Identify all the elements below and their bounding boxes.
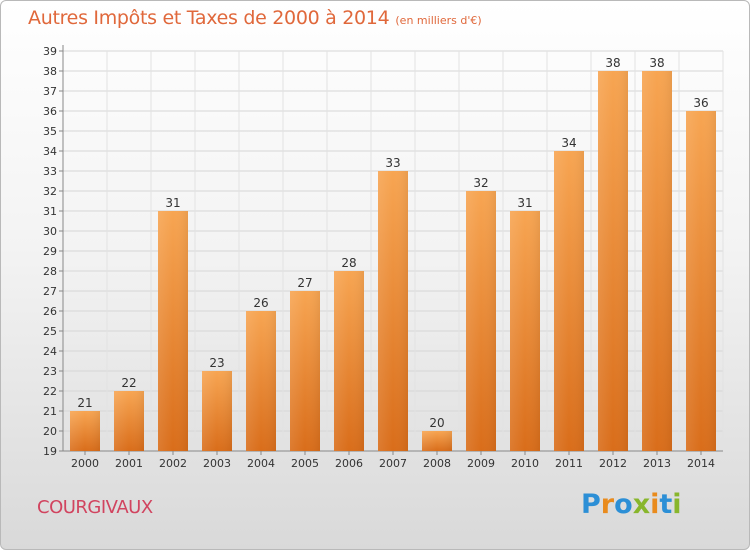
bar-shine	[466, 191, 496, 451]
x-tick-label: 2001	[115, 457, 143, 470]
logo-letter: P	[581, 489, 601, 520]
bar-value-label: 28	[341, 256, 356, 270]
logo-letter: i	[672, 489, 682, 520]
y-tick-label: 26	[43, 305, 57, 318]
y-tick-label: 24	[43, 345, 57, 358]
x-tick-label: 2010	[511, 457, 539, 470]
x-tick-label: 2008	[423, 457, 451, 470]
bar-value-label: 36	[693, 96, 708, 110]
bar-shine	[246, 311, 276, 451]
y-tick-label: 39	[43, 45, 57, 58]
bar-shine	[642, 71, 672, 451]
bar-value-label: 38	[649, 56, 664, 70]
y-tick-label: 19	[43, 445, 57, 458]
bar-value-label: 31	[517, 196, 532, 210]
y-tick-label: 31	[43, 205, 57, 218]
y-tick-label: 22	[43, 385, 57, 398]
logo-letter: x	[632, 489, 651, 520]
x-tick-label: 2011	[555, 457, 583, 470]
x-tick-label: 2003	[203, 457, 231, 470]
y-tick-label: 21	[43, 405, 57, 418]
x-tick-label: 2014	[687, 457, 715, 470]
bar-value-label: 38	[605, 56, 620, 70]
bar-value-label: 33	[385, 156, 400, 170]
bar-shine	[378, 171, 408, 451]
x-tick-label: 2004	[247, 457, 275, 470]
chart-title-text: Autres Impôts et Taxes de 2000 à 2014	[28, 7, 390, 29]
bar-shine	[554, 151, 584, 451]
y-tick-label: 32	[43, 185, 57, 198]
y-tick-label: 34	[43, 145, 57, 158]
x-tick-label: 2013	[643, 457, 671, 470]
x-tick-label: 2009	[467, 457, 495, 470]
y-tick-label: 33	[43, 165, 57, 178]
y-tick-label: 36	[43, 105, 57, 118]
y-tick-label: 25	[43, 325, 57, 338]
x-tick-label: 2000	[71, 457, 99, 470]
y-tick-label: 38	[43, 65, 57, 78]
bar-value-label: 32	[473, 176, 488, 190]
x-tick-label: 2002	[159, 457, 187, 470]
y-tick-label: 20	[43, 425, 57, 438]
chart-subtitle: (en milliers d'€)	[395, 14, 482, 27]
logo-letter: r	[600, 489, 615, 520]
bar-shine	[686, 111, 716, 451]
bar-shine	[202, 371, 232, 451]
y-tick-label: 35	[43, 125, 57, 138]
bar-value-label: 22	[121, 376, 136, 390]
y-tick-label: 30	[43, 225, 57, 238]
bar-value-label: 20	[429, 416, 444, 430]
logo-letter: i	[650, 489, 660, 520]
proxiti-logo[interactable]: Proxiti	[581, 489, 682, 520]
bar-value-label: 31	[165, 196, 180, 210]
bar-shine	[114, 391, 144, 451]
bar-value-label: 34	[561, 136, 576, 150]
y-tick-label: 37	[43, 85, 57, 98]
y-tick-label: 23	[43, 365, 57, 378]
bar-shine	[422, 431, 452, 451]
bar-value-label: 23	[209, 356, 224, 370]
bar-value-label: 21	[77, 396, 92, 410]
x-tick-label: 2012	[599, 457, 627, 470]
y-tick-label: 28	[43, 265, 57, 278]
bar-shine	[598, 71, 628, 451]
bar-shine	[158, 211, 188, 451]
bar-value-label: 26	[253, 296, 268, 310]
bar-shine	[290, 291, 320, 451]
x-tick-label: 2005	[291, 457, 319, 470]
bar-value-label: 27	[297, 276, 312, 290]
x-tick-label: 2006	[335, 457, 363, 470]
y-tick-label: 29	[43, 245, 57, 258]
y-tick-label: 27	[43, 285, 57, 298]
commune-name: COURGIVAUX	[37, 497, 153, 518]
logo-letter: o	[614, 489, 633, 520]
bar-shine	[334, 271, 364, 451]
bar-shine	[70, 411, 100, 451]
x-tick-label: 2007	[379, 457, 407, 470]
logo-letter: t	[659, 489, 673, 520]
chart-title: Autres Impôts et Taxes de 2000 à 2014 (en…	[28, 7, 482, 29]
bar-shine	[510, 211, 540, 451]
